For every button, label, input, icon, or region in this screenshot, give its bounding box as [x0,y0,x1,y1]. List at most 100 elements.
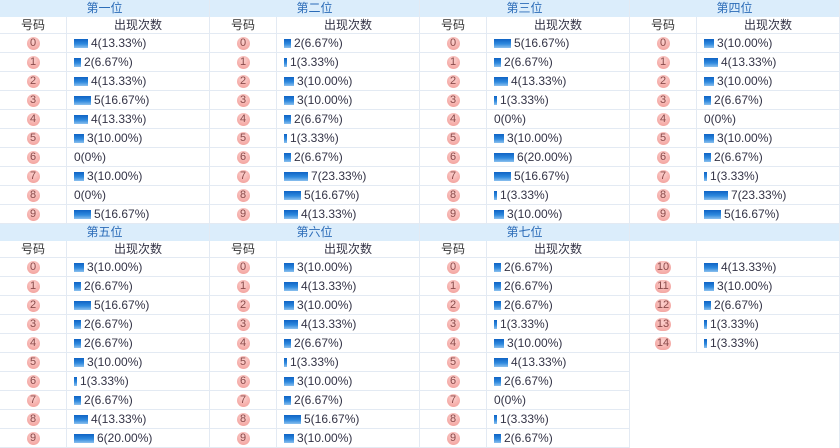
number-badge: 8 [656,188,670,202]
number-cell: 12 [630,296,697,314]
table-row: 7 7(23.33%) [210,167,419,186]
table-row: 7 2(6.67%) [0,391,209,410]
table-row: 5 1(3.33%) [210,353,419,372]
count-label: 2(6.67%) [84,279,133,293]
count-label: 2(6.67%) [504,279,553,293]
number-badge: 0 [26,260,40,274]
number-cell: 0 [210,258,277,276]
number-column-header: 号码 [210,241,277,257]
table-row: 7 1(3.33%) [630,167,839,186]
count-label: 5(16.67%) [94,207,150,221]
count-label: 1(3.33%) [500,412,549,426]
table-row: 8 1(3.33%) [420,410,629,429]
number-badge: 4 [236,336,250,350]
count-cell: 2(6.67%) [487,372,629,390]
table-row: 4 3(10.00%) [420,334,629,353]
count-label: 3(10.00%) [507,336,563,350]
number-cell: 2 [210,296,277,314]
number-badge: 1 [26,279,40,293]
count-cell: 1(3.33%) [487,91,629,109]
count-cell: 2(6.67%) [67,334,209,352]
number-cell: 2 [0,72,67,90]
count-label: 0(0%) [494,393,527,407]
count-label: 5(16.67%) [304,188,360,202]
table-row: 6 6(20.00%) [420,148,629,167]
number-badge: 5 [446,131,460,145]
number-badge: 2 [236,74,250,88]
table-row: 13 1(3.33%) [630,315,839,334]
count-cell: 2(6.67%) [277,148,419,166]
number-cell: 2 [420,72,487,90]
count-cell: 0(0%) [697,110,839,128]
count-label: 4(13.33%) [91,412,147,426]
frequency-bar [74,300,91,310]
number-cell: 5 [0,129,67,147]
table-row: 3 2(6.67%) [0,315,209,334]
frequency-bar [284,357,287,367]
count-label: 5(16.67%) [304,412,360,426]
count-label: 5(16.67%) [724,207,780,221]
number-badge: 7 [26,169,40,183]
number-badge: 7 [26,393,40,407]
table-header-row: 号码 出现次数 [210,17,419,34]
count-cell: 4(13.33%) [67,410,209,428]
count-label: 5(16.67%) [94,298,150,312]
count-label: 4(13.33%) [301,207,357,221]
count-label: 4(13.33%) [301,317,357,331]
number-badge: 13 [654,317,672,331]
table-title: 第四位 [630,0,839,17]
count-label: 4(13.33%) [301,279,357,293]
table-header-row: 号码 出现次数 [210,241,419,258]
number-badge: 6 [656,150,670,164]
count-label: 2(6.67%) [714,298,763,312]
number-badge: 7 [236,169,250,183]
count-cell: 2(6.67%) [277,34,419,52]
frequency-bar [74,38,88,48]
number-cell: 5 [420,129,487,147]
table-row: 1 1(3.33%) [210,53,419,72]
count-cell: 1(3.33%) [277,53,419,71]
count-cell: 1(3.33%) [67,372,209,390]
table-row: 5 3(10.00%) [420,129,629,148]
number-cell: 6 [210,148,277,166]
frequency-bar [494,38,511,48]
count-cell: 4(13.33%) [487,353,629,371]
count-cell: 2(6.67%) [487,53,629,71]
count-label: 7(23.33%) [731,188,787,202]
table-row: 3 4(13.33%) [210,315,419,334]
number-cell: 6 [0,148,67,166]
count-cell: 0(0%) [487,391,629,409]
count-label: 4(13.33%) [91,74,147,88]
table-row: 8 7(23.33%) [630,186,839,205]
count-label: 4(13.33%) [91,112,147,126]
number-cell: 7 [630,167,697,185]
number-cell: 0 [210,34,277,52]
count-cell: 3(10.00%) [277,372,419,390]
count-cell: 0(0%) [487,110,629,128]
count-label: 3(10.00%) [87,355,143,369]
count-cell: 1(3.33%) [277,353,419,371]
table-row: 4 0(0%) [630,110,839,129]
number-badge: 9 [26,207,40,221]
number-cell: 5 [210,129,277,147]
frequency-bar [494,171,511,181]
count-label: 6(20.00%) [517,150,573,164]
frequency-bar [74,338,81,348]
count-cell: 5(16.67%) [67,296,209,314]
count-label: 4(13.33%) [511,74,567,88]
count-label: 3(10.00%) [297,431,353,445]
count-label: 0(0%) [74,150,107,164]
count-label: 4(13.33%) [721,260,777,274]
count-cell: 4(13.33%) [67,72,209,90]
number-cell: 0 [0,34,67,52]
number-badge: 0 [656,36,670,50]
count-label: 2(6.67%) [504,298,553,312]
number-badge: 7 [446,169,460,183]
count-cell: 2(6.67%) [487,429,629,447]
number-badge: 5 [446,355,460,369]
table-row: 0 2(6.67%) [420,258,629,277]
table-row: 8 5(16.67%) [210,186,419,205]
count-cell: 3(10.00%) [277,296,419,314]
count-label: 3(10.00%) [87,169,143,183]
